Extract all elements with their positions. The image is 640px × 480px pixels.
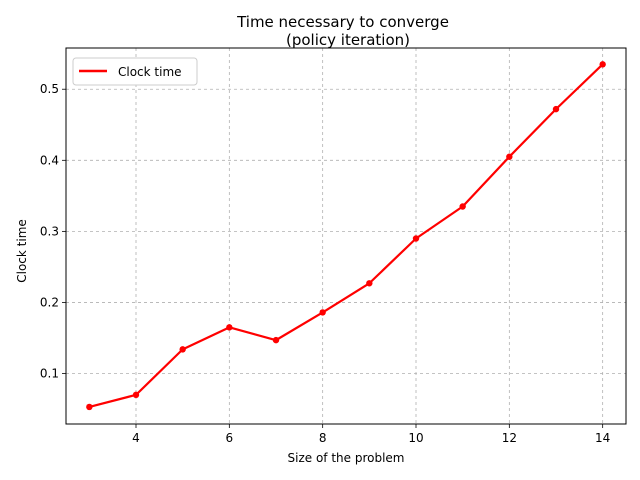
legend: Clock time bbox=[72, 57, 198, 86]
x-axis-label: Size of the problem bbox=[288, 451, 405, 465]
x-axis: 4 6 8 10 12 14 bbox=[132, 424, 610, 445]
data-point bbox=[459, 203, 466, 210]
y-tick-label: 0.1 bbox=[40, 367, 59, 381]
data-point bbox=[319, 309, 326, 316]
y-tick-label: 0.5 bbox=[40, 82, 59, 96]
series-line bbox=[89, 63, 604, 409]
data-point bbox=[86, 403, 93, 411]
x-tick-label: 14 bbox=[595, 431, 610, 445]
data-point bbox=[272, 336, 280, 344]
chart-subtitle: (policy iteration) bbox=[286, 31, 410, 49]
data-point bbox=[179, 346, 186, 353]
data-point bbox=[132, 391, 140, 399]
plot-frame bbox=[65, 47, 627, 425]
data-point bbox=[506, 153, 513, 160]
y-axis: 0.1 0.2 0.3 0.4 0.5 bbox=[40, 82, 66, 381]
legend-label: Clock time bbox=[118, 65, 182, 79]
y-axis-label: Clock time bbox=[15, 219, 29, 283]
data-point bbox=[412, 235, 420, 242]
legend-box bbox=[72, 57, 198, 86]
y-tick-label: 0.3 bbox=[40, 224, 59, 238]
x-tick-label: 12 bbox=[502, 431, 517, 445]
data-point bbox=[599, 61, 606, 68]
y-tick-label: 0.4 bbox=[40, 153, 59, 167]
data-point bbox=[366, 280, 373, 287]
x-tick-label: 8 bbox=[319, 431, 327, 445]
y-tick-label: 0.2 bbox=[40, 295, 59, 309]
x-tick-label: 4 bbox=[132, 431, 140, 445]
data-point bbox=[552, 105, 560, 113]
chart-title: Time necessary to converge bbox=[236, 13, 449, 31]
x-tick-label: 10 bbox=[408, 431, 423, 445]
series-layer bbox=[86, 61, 606, 411]
data-point bbox=[226, 324, 233, 331]
x-tick-label: 6 bbox=[226, 431, 234, 445]
